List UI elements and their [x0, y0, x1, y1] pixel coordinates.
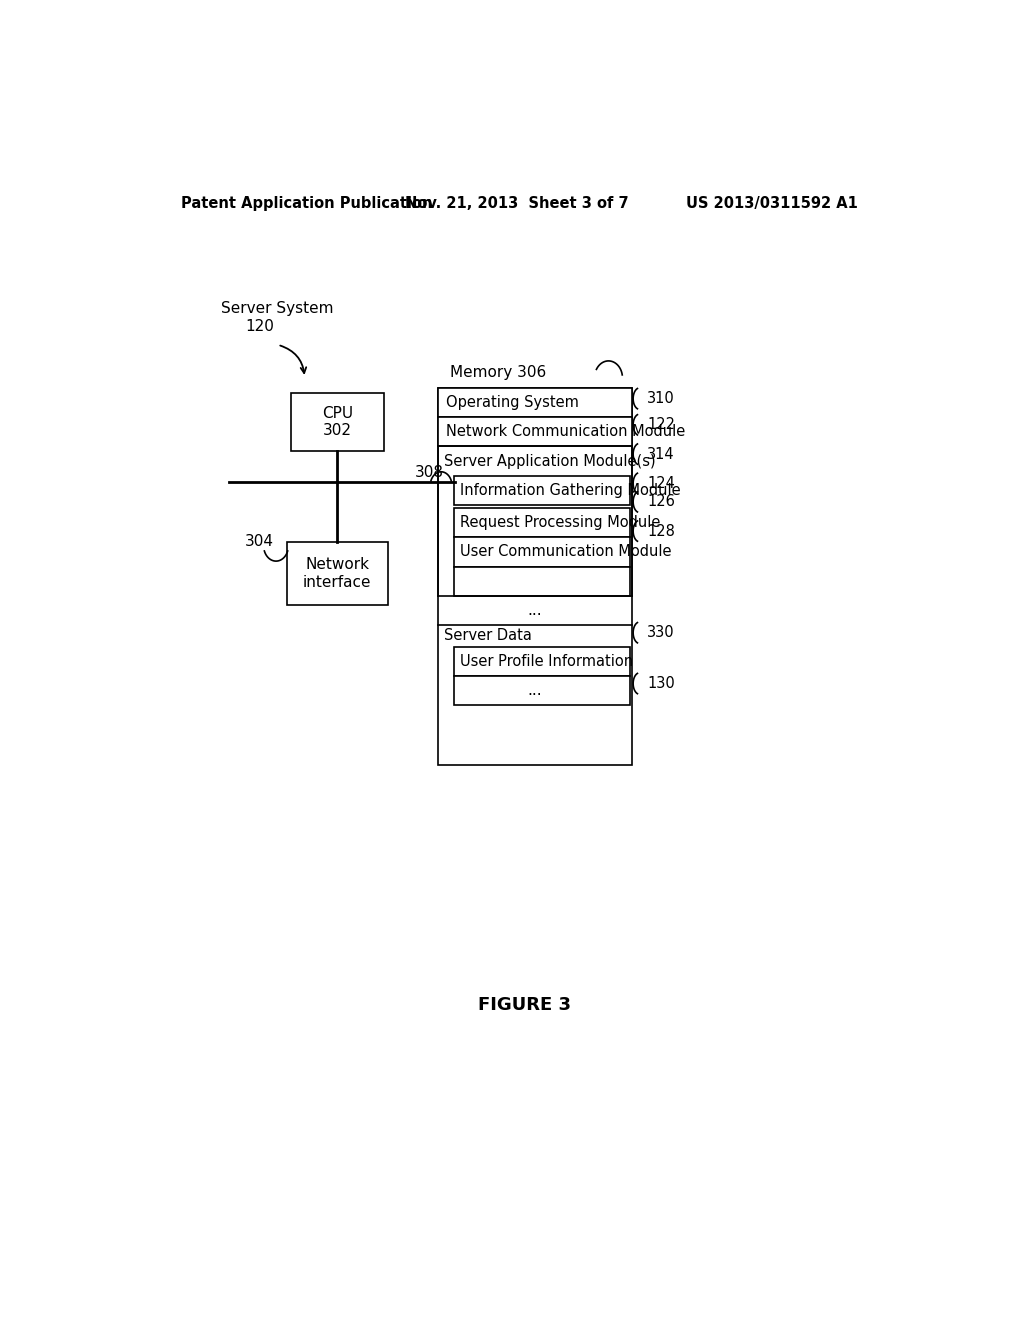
Bar	[454, 475, 630, 506]
Bar	[438, 388, 632, 417]
Bar	[287, 543, 388, 605]
Text: Server Data: Server Data	[444, 628, 532, 643]
Text: 124: 124	[647, 475, 675, 491]
Bar	[454, 508, 630, 537]
Text: Network Communication Module: Network Communication Module	[445, 424, 685, 440]
Text: 122: 122	[647, 417, 675, 433]
Text: Server System: Server System	[221, 301, 334, 315]
Text: 128: 128	[647, 524, 675, 539]
Bar	[438, 417, 632, 446]
Text: Nov. 21, 2013  Sheet 3 of 7: Nov. 21, 2013 Sheet 3 of 7	[406, 195, 629, 211]
Text: 308: 308	[415, 465, 443, 480]
Text: 310: 310	[647, 391, 675, 407]
Text: Network
interface: Network interface	[303, 557, 372, 590]
Text: ...: ...	[527, 682, 542, 698]
Text: User Communication Module: User Communication Module	[460, 544, 671, 560]
Text: ...: ...	[527, 603, 542, 618]
Bar	[454, 566, 630, 595]
Text: Information Gathering Module: Information Gathering Module	[460, 483, 680, 498]
Bar	[454, 537, 630, 566]
Text: FIGURE 3: FIGURE 3	[478, 997, 571, 1014]
Text: Server Application Module(s): Server Application Module(s)	[444, 454, 655, 469]
Text: 314: 314	[647, 446, 675, 462]
Text: 330: 330	[647, 626, 675, 640]
Text: 120: 120	[246, 318, 274, 334]
Bar	[438, 388, 632, 766]
Text: US 2013/0311592 A1: US 2013/0311592 A1	[686, 195, 858, 211]
Bar	[454, 647, 630, 676]
Bar	[291, 393, 384, 451]
Text: Patent Application Publication: Patent Application Publication	[180, 195, 432, 211]
Text: Request Processing Module: Request Processing Module	[460, 515, 660, 531]
Text: Operating System: Operating System	[445, 395, 579, 411]
Text: User Profile Information: User Profile Information	[460, 653, 633, 669]
Text: 304: 304	[245, 535, 274, 549]
Text: 130: 130	[647, 676, 675, 692]
Text: CPU
302: CPU 302	[322, 405, 353, 438]
Bar	[454, 676, 630, 705]
Text: Memory 306: Memory 306	[450, 364, 546, 380]
Text: 126: 126	[647, 494, 675, 510]
